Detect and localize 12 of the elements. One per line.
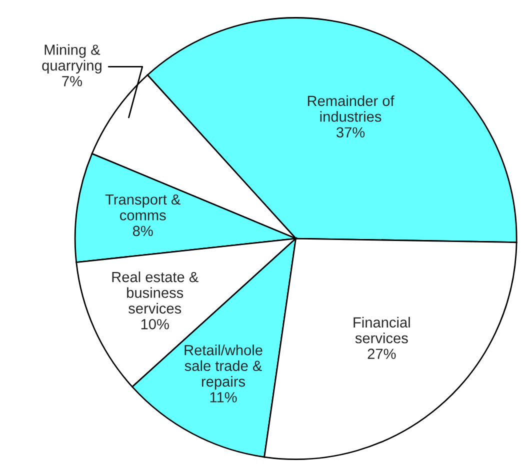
slice-label: Transport & comms	[105, 194, 180, 220]
data-label: 11%	[210, 392, 237, 402]
data-label: 37%	[336, 127, 365, 138]
slice-label: Remainder of industries	[308, 95, 394, 122]
data-label: 10%	[141, 319, 169, 330]
slice-label: Retail/whole sale trade & repairs	[184, 344, 262, 390]
slice-label: Mining & quarrying	[42, 44, 102, 74]
slice-label: Financial services	[354, 316, 410, 344]
data-label: 7%	[62, 76, 82, 86]
slice-label: Real estate & business services	[112, 272, 198, 314]
data-label: 27%	[368, 348, 396, 359]
data-label: 8%	[132, 226, 153, 236]
